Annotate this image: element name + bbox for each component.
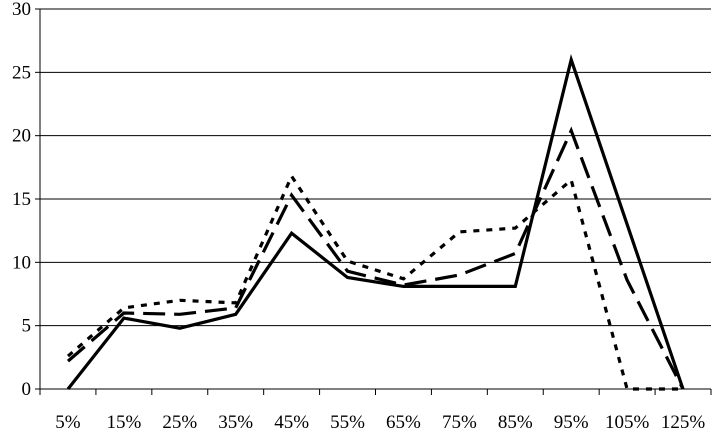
y-tick-labels: 0 5 10 15 20 25 30 xyxy=(12,0,31,400)
x-tick-label: 65% xyxy=(386,412,421,432)
series-line-dashed xyxy=(66,126,685,390)
x-tick-label: 35% xyxy=(218,412,253,432)
x-tick-label: 55% xyxy=(330,412,365,432)
x-tick-label: 105% xyxy=(605,412,650,432)
x-tick-label: 85% xyxy=(498,412,533,432)
y-tick-label: 30 xyxy=(12,0,31,20)
axes xyxy=(35,8,712,395)
x-tick-labels: 5% 15% 25% 35% 45% 55% 65% 75% 85% 95% 105% 125% xyxy=(55,412,705,432)
x-tick-label: 5% xyxy=(55,412,81,432)
gridlines xyxy=(40,8,711,327)
y-tick-label: 0 xyxy=(22,379,32,400)
y-tick-label: 10 xyxy=(12,252,31,273)
x-tick-label: 25% xyxy=(162,412,197,432)
series-line-dotted xyxy=(66,172,683,391)
x-tick-label: 125% xyxy=(661,412,706,432)
x-tick-label: 95% xyxy=(554,412,589,432)
y-tick-label: 15 xyxy=(12,189,31,210)
series-group xyxy=(66,54,685,391)
y-tick-label: 5 xyxy=(22,316,32,337)
series-line-solid xyxy=(66,54,685,390)
x-tick-label: 75% xyxy=(442,412,477,432)
y-tick-label: 25 xyxy=(12,62,31,83)
x-tick-label: 15% xyxy=(106,412,141,432)
x-tick-label: 45% xyxy=(274,412,309,432)
y-tick-label: 20 xyxy=(12,126,31,147)
